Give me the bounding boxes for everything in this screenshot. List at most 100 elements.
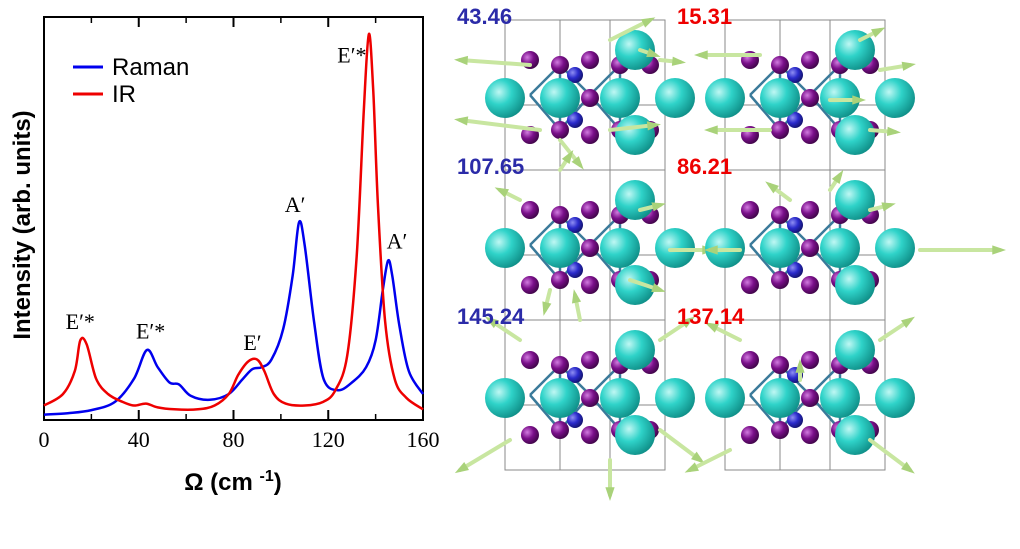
atom-cyan <box>835 180 875 220</box>
displacement-arrow-head <box>571 289 582 304</box>
x-tick-label-160: 160 <box>407 427 440 452</box>
atom-purple <box>551 121 569 139</box>
atom-purple <box>741 201 759 219</box>
atom-cyan <box>615 180 655 220</box>
legend-label-ir: IR <box>112 81 136 108</box>
displacement-arrow-head <box>795 359 805 373</box>
mode-panel-0: 43.46 <box>454 4 695 171</box>
legend: Raman IR <box>73 54 189 108</box>
mode-frequency-label: 107.65 <box>457 154 524 179</box>
displacement-arrow-head <box>605 487 615 501</box>
peak-label: E′* <box>136 318 165 343</box>
displacement-arrow-head <box>694 50 708 60</box>
atom-blue <box>787 412 803 428</box>
atom-purple <box>771 421 789 439</box>
mode-frequency-label: 43.46 <box>457 4 512 29</box>
atom-blue <box>567 67 583 83</box>
atom-purple <box>741 426 759 444</box>
displacement-arrow-shaft <box>458 118 542 132</box>
displacement-arrow-head <box>765 181 779 194</box>
series-layer <box>43 32 425 416</box>
atom-purple <box>801 51 819 69</box>
displacement-arrow-head <box>704 125 718 135</box>
atom-purple <box>551 56 569 74</box>
atom-cyan <box>485 378 525 418</box>
atom-purple <box>581 51 599 69</box>
displacement-arrow-head <box>561 150 574 164</box>
atom-purple <box>801 426 819 444</box>
atom-purple <box>521 351 539 369</box>
displacement-arrow-head <box>454 55 469 66</box>
x-tick-label-120: 120 <box>312 427 345 452</box>
atom-blue <box>787 112 803 128</box>
atom-purple <box>771 206 789 224</box>
displacement-arrow-head <box>542 301 552 316</box>
mode-frequency-label: 15.31 <box>677 4 732 29</box>
atom-blue <box>787 67 803 83</box>
displacement-arrow-shaft <box>658 428 702 462</box>
displacement-arrow-head <box>901 61 916 71</box>
atom-cyan <box>760 378 800 418</box>
x-axis-tick-labels: 0 40 80 120 160 <box>39 427 440 452</box>
atom-cyan <box>540 78 580 118</box>
atom-cyan <box>820 378 860 418</box>
displacement-arrow-head <box>651 283 666 292</box>
atom-cyan <box>705 78 745 118</box>
atom-purple <box>581 276 599 294</box>
atom-purple <box>581 426 599 444</box>
atom-purple <box>771 271 789 289</box>
displacement-arrow-head <box>881 202 896 212</box>
displacement-arrow-head <box>641 17 656 28</box>
atom-purple <box>521 276 539 294</box>
mode-panels: 43.46 15.31 107.65 86.21 145.24 137.14 <box>454 4 1006 501</box>
mode-panel-3: 86.21 <box>677 154 1006 321</box>
atom-cyan <box>835 30 875 70</box>
atom-blue <box>567 412 583 428</box>
atom-cyan <box>615 115 655 155</box>
atom-purple <box>521 201 539 219</box>
atom-cyan <box>875 228 915 268</box>
mode-frequency-label: 145.24 <box>457 304 525 329</box>
atom-purple <box>801 126 819 144</box>
atom-purple <box>581 201 599 219</box>
mode-panel-1: 15.31 <box>677 4 916 171</box>
peak-annotations: E′* E′* E′ A′ E′* A′ <box>66 43 408 355</box>
displacement-arrow-head <box>646 48 661 57</box>
displacement-arrow-head <box>571 156 584 170</box>
atom-blue <box>787 262 803 278</box>
displacement-arrow-head <box>494 187 509 198</box>
displacement-arrow-shaft <box>458 438 512 472</box>
displacement-arrow-shaft <box>868 438 912 472</box>
phonon-mode-panels: 43.46 15.31 107.65 86.21 145.24 137.14 <box>454 4 1006 501</box>
displacement-arrow-head <box>485 316 499 329</box>
mode-panel-2: 107.65 <box>457 150 716 321</box>
displacement-arrow-head <box>901 316 915 329</box>
x-tick-label-40: 40 <box>128 427 150 452</box>
atom-cyan <box>540 378 580 418</box>
displacement-arrow-head <box>992 245 1006 255</box>
y-axis-title: Intensity (arb. units) <box>9 110 36 339</box>
x-tick-label-0: 0 <box>39 427 50 452</box>
atom-blue <box>567 367 583 383</box>
atom-purple <box>741 276 759 294</box>
atom-purple <box>581 126 599 144</box>
atom-purple <box>801 239 819 257</box>
atom-blue <box>567 112 583 128</box>
atom-purple <box>581 351 599 369</box>
atom-purple <box>801 389 819 407</box>
legend-label-raman: Raman <box>112 54 189 81</box>
x-axis-title-tail: ) <box>274 469 282 496</box>
atom-cyan <box>600 78 640 118</box>
atom-cyan <box>875 78 915 118</box>
spectrum-chart: 0 40 80 120 160 E′* E′* E′ A′ E′* A′ Raman IR Ω (… <box>9 16 440 496</box>
atom-purple <box>581 389 599 407</box>
displacement-arrow-head <box>454 116 469 126</box>
peak-label: E′ <box>243 330 261 355</box>
x-tick-label-80: 80 <box>223 427 245 452</box>
atom-cyan <box>615 415 655 455</box>
atom-cyan <box>835 415 875 455</box>
atom-purple <box>551 421 569 439</box>
atom-cyan <box>655 78 695 118</box>
atom-purple <box>771 356 789 374</box>
atom-purple <box>581 239 599 257</box>
